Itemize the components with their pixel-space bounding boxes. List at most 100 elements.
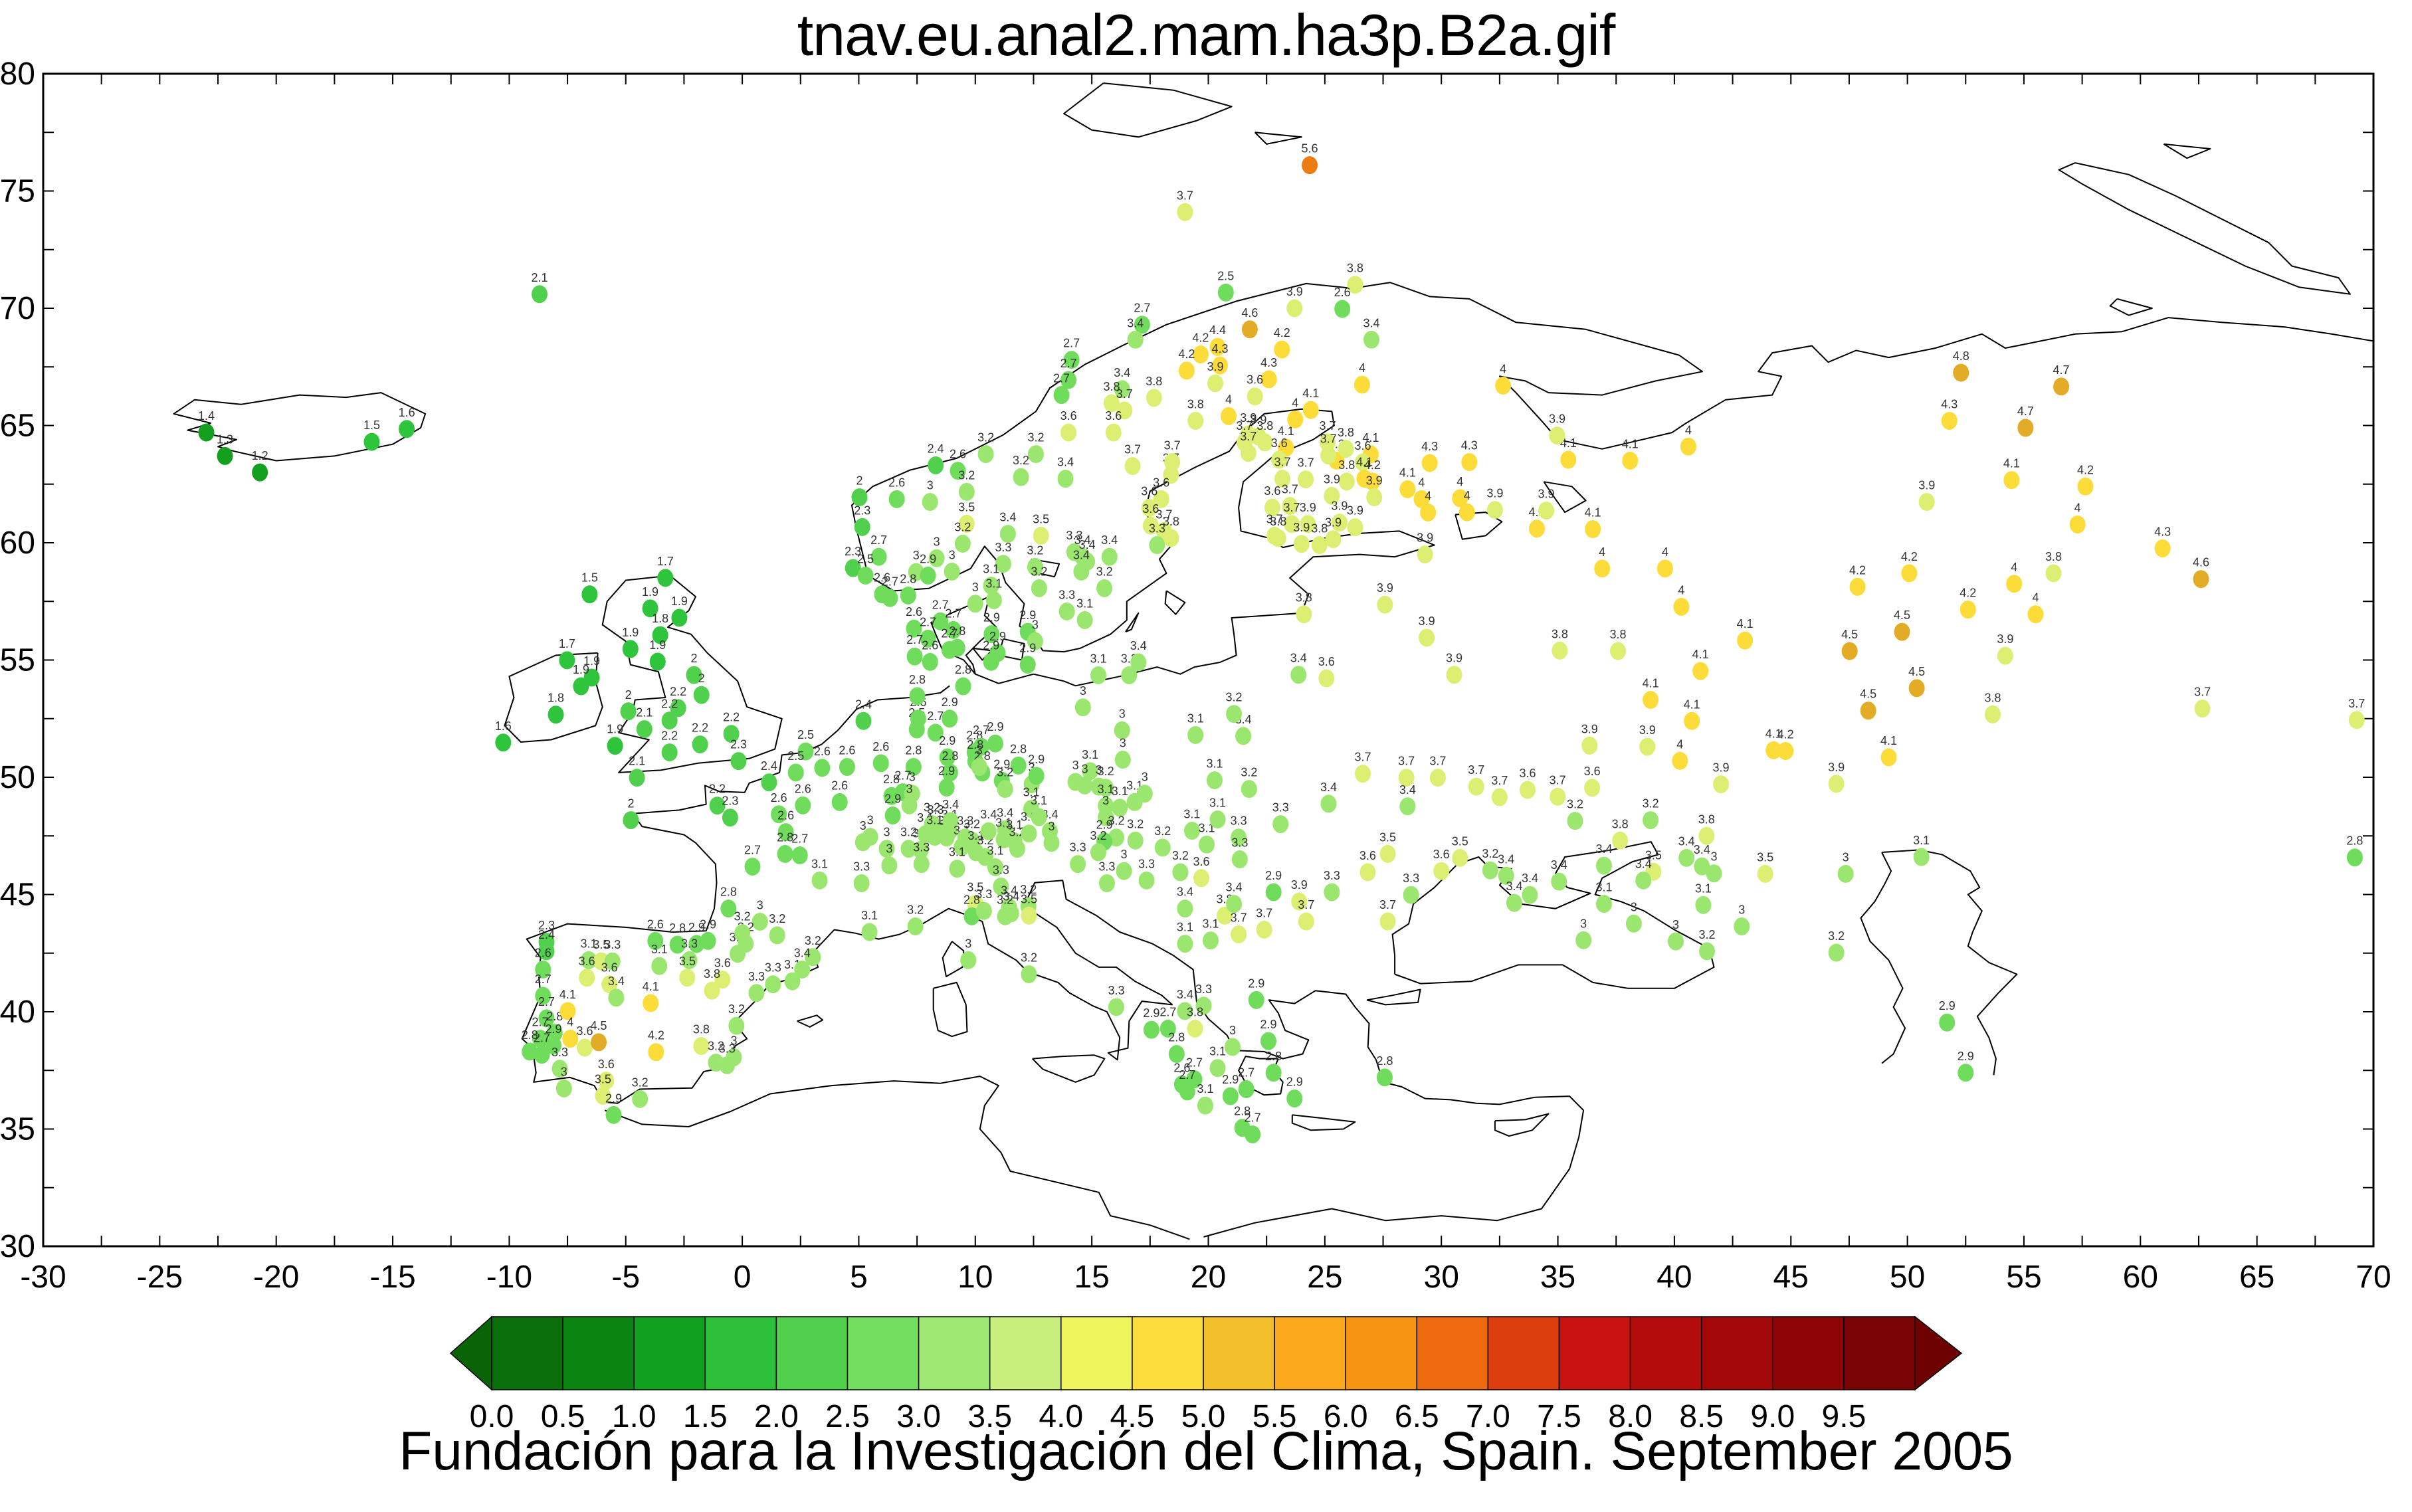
station-value-label: 2.9 bbox=[1028, 753, 1045, 766]
station-value-label: 4.5 bbox=[591, 1019, 607, 1032]
station-dot bbox=[882, 589, 898, 607]
station-dot bbox=[1114, 380, 1130, 399]
station-value-label: 3.7 bbox=[1282, 483, 1298, 496]
station-dot bbox=[1522, 886, 1538, 904]
station-dot bbox=[1027, 445, 1044, 464]
station-dot bbox=[1997, 646, 2013, 665]
station-value-label: 3.2 bbox=[1127, 817, 1144, 830]
station-dot bbox=[958, 482, 975, 501]
station-value-label: 3.7 bbox=[1468, 763, 1484, 777]
station-value-label: 3.4 bbox=[999, 511, 1016, 524]
colorbar-label: 9.0 bbox=[1750, 1399, 1795, 1434]
station-value-label: 3 bbox=[1672, 918, 1679, 931]
station-value-label: 4.2 bbox=[1192, 331, 1209, 345]
station-dot bbox=[1082, 762, 1098, 781]
station-value-label: 4 bbox=[2074, 501, 2081, 514]
station-value-label: 3.3 bbox=[1138, 857, 1155, 870]
station-dot bbox=[1209, 810, 1226, 829]
station-dot bbox=[2194, 700, 2211, 718]
station-dot bbox=[1506, 894, 1522, 912]
station-value-label: 3.7 bbox=[1156, 508, 1172, 521]
station-dot bbox=[987, 858, 1003, 877]
station-value-label: 2.9 bbox=[983, 611, 1000, 624]
station-dot bbox=[1657, 559, 1673, 578]
station-value-label: 4.1 bbox=[1356, 456, 1373, 469]
colorbar-segment bbox=[704, 1316, 777, 1390]
station-value-label: 1.5 bbox=[363, 419, 380, 432]
station-dot bbox=[1828, 775, 1845, 793]
station-value-label: 3.4 bbox=[1363, 316, 1379, 330]
station-value-label: 3.3 bbox=[719, 1042, 736, 1055]
station-value-label: 2.8 bbox=[1010, 742, 1027, 755]
station-dot bbox=[1610, 642, 1627, 660]
station-value-label: 3.3 bbox=[995, 541, 1011, 554]
station-value-label: 3 bbox=[757, 898, 763, 911]
station-dot bbox=[1777, 741, 1794, 760]
station-dot bbox=[1347, 276, 1363, 294]
station-dot bbox=[1894, 622, 1910, 641]
station-value-label: 2.8 bbox=[546, 1010, 563, 1023]
station-value-label: 3.6 bbox=[714, 957, 731, 970]
station-value-label: 3.1 bbox=[1197, 1082, 1213, 1095]
station-dot bbox=[2017, 419, 2034, 437]
station-value-label: 3.9 bbox=[1713, 761, 1730, 775]
coastline bbox=[2109, 298, 2153, 316]
station-dot bbox=[942, 709, 958, 728]
station-dot bbox=[1672, 751, 1688, 770]
station-value-label: 3.2 bbox=[1698, 928, 1715, 941]
station-dot bbox=[1939, 1013, 1956, 1032]
station-value-label: 3.4 bbox=[1226, 881, 1243, 894]
station-dot bbox=[700, 931, 716, 950]
station-dot bbox=[1096, 579, 1113, 597]
station-value-label: 2.7 bbox=[532, 1016, 549, 1029]
station-value-label: 3 bbox=[906, 782, 913, 795]
station-dot bbox=[363, 432, 380, 451]
station-dot bbox=[1187, 1019, 1203, 1038]
station-dot bbox=[1265, 883, 1282, 901]
station-value-label: 4.1 bbox=[1302, 387, 1319, 400]
station-value-label: 4.3 bbox=[1212, 342, 1229, 355]
station-dot bbox=[950, 462, 966, 480]
station-value-label: 4.2 bbox=[1901, 550, 1918, 563]
station-value-label: 4.7 bbox=[2017, 405, 2034, 418]
colorbar-segment bbox=[1345, 1316, 1418, 1390]
station-dot bbox=[977, 445, 994, 464]
station-dot bbox=[983, 625, 1000, 644]
station-value-label: 3.9 bbox=[1240, 411, 1256, 425]
station-dot bbox=[1320, 795, 1337, 813]
station-value-label: 3.4 bbox=[980, 808, 997, 821]
station-value-label: 3.8 bbox=[1984, 691, 2001, 704]
station-value-label: 2.3 bbox=[854, 504, 870, 517]
colorbar-segment bbox=[1132, 1316, 1204, 1390]
station-value-label: 2 bbox=[690, 652, 697, 665]
station-dot bbox=[958, 514, 975, 533]
station-value-label: 3.2 bbox=[1482, 847, 1498, 860]
station-value-label: 3.7 bbox=[1298, 456, 1314, 470]
station-dot bbox=[1359, 863, 1376, 882]
station-value-label: 4.1 bbox=[1880, 734, 1897, 747]
station-dot bbox=[901, 796, 918, 814]
station-value-label: 2.6 bbox=[795, 782, 811, 795]
station-dot bbox=[1458, 503, 1475, 521]
station-dot bbox=[1192, 345, 1209, 364]
station-dot bbox=[552, 1060, 568, 1078]
station-dot bbox=[1241, 780, 1257, 799]
station-dot bbox=[1901, 564, 1918, 583]
station-value-label: 3 bbox=[1738, 903, 1745, 917]
station-value-label: 3.2 bbox=[997, 766, 1013, 779]
station-dot bbox=[748, 984, 765, 1002]
station-value-label: 2.9 bbox=[884, 793, 901, 806]
station-dot bbox=[1177, 935, 1193, 953]
station-dot bbox=[1021, 824, 1037, 843]
station-dot bbox=[1153, 490, 1169, 508]
station-value-label: 3 bbox=[1080, 684, 1086, 698]
station-value-label: 3.9 bbox=[1918, 479, 1935, 492]
station-value-label: 3.1 bbox=[1076, 597, 1093, 610]
station-dot bbox=[769, 926, 785, 945]
station-dot bbox=[562, 1030, 579, 1048]
station-value-label: 3.7 bbox=[1550, 773, 1566, 787]
station-dot bbox=[1238, 1080, 1255, 1098]
station-dot bbox=[814, 759, 831, 777]
station-value-label: 4.2 bbox=[1777, 727, 1794, 741]
station-dot bbox=[1347, 518, 1363, 537]
